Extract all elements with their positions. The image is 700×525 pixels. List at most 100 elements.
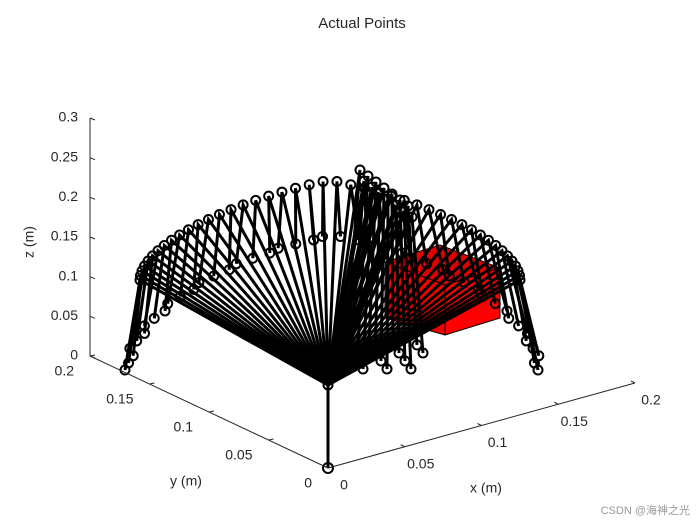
joint (394, 194, 406, 206)
arm-link (135, 258, 329, 387)
joint (202, 213, 214, 225)
joint (369, 347, 381, 359)
joint (357, 363, 369, 375)
joint (317, 231, 329, 243)
joint (456, 219, 468, 231)
joint (223, 264, 235, 276)
z-tick-label: 0.1 (59, 267, 79, 283)
joint (124, 342, 136, 354)
joint (188, 283, 200, 295)
x-tick (323, 465, 329, 469)
x-tick-label: 0.15 (561, 413, 588, 429)
joint (317, 176, 329, 188)
arm-link (163, 237, 330, 387)
y-tick (327, 466, 334, 469)
joint (138, 320, 150, 332)
x-tick (400, 444, 405, 448)
joint (405, 363, 417, 375)
z-tick-label: 0.15 (51, 228, 78, 244)
z-tick (89, 315, 96, 319)
joint (482, 234, 494, 246)
arm-link (152, 242, 329, 387)
z-tick-label: 0.25 (51, 148, 78, 164)
arm-link (227, 204, 330, 386)
z-tick-label: 0.3 (59, 109, 79, 125)
y-tick (208, 410, 215, 413)
joint (264, 247, 276, 259)
joint (272, 242, 284, 254)
joint (308, 234, 320, 246)
arm-link (178, 226, 330, 387)
joint (345, 347, 357, 359)
z-axis-label: z (m) (21, 226, 37, 258)
joint (158, 240, 170, 252)
arm-link (326, 205, 445, 386)
y-tick (149, 382, 155, 385)
joint (354, 164, 366, 176)
joint (322, 462, 334, 474)
arm-link (212, 209, 330, 386)
joint (381, 363, 393, 375)
joint (182, 224, 194, 236)
y-tick-label: 0.2 (55, 363, 75, 379)
x-tick (630, 380, 636, 384)
joint (406, 211, 418, 223)
joint (435, 208, 447, 220)
arm-link (326, 211, 425, 386)
z-tick (89, 355, 96, 359)
z-tick-label: 0.05 (51, 307, 78, 323)
joint (230, 258, 242, 270)
joint (213, 208, 225, 220)
joint (443, 270, 455, 282)
x-tick (554, 401, 559, 405)
y-tick-label: 0.1 (174, 419, 194, 435)
joint (466, 224, 478, 236)
joint (225, 204, 237, 216)
x-tick-label: 0.2 (641, 392, 661, 408)
joint (417, 347, 429, 359)
joint (345, 179, 357, 191)
z-tick-label: 0 (70, 347, 78, 363)
z-tick (89, 117, 96, 121)
arm-link (128, 263, 329, 387)
joint (208, 270, 220, 282)
arm-link (293, 188, 330, 386)
joint (490, 240, 502, 252)
joint (474, 229, 486, 241)
robot-arm (119, 164, 545, 474)
joint (247, 252, 259, 264)
joint (250, 194, 262, 206)
joint (174, 290, 186, 302)
y-axis-label: y (m) (170, 473, 202, 489)
joint (263, 190, 275, 202)
joint (386, 188, 398, 200)
arm-link (321, 181, 330, 386)
chart-title: Actual Points (318, 15, 406, 32)
arm-link (251, 199, 330, 386)
arm-link (197, 215, 330, 386)
joint (148, 312, 160, 324)
y-tick-label: 0.15 (106, 391, 133, 407)
arm-link (326, 199, 407, 386)
arm-link (234, 199, 330, 386)
joint (139, 327, 151, 339)
joint (489, 298, 501, 310)
z-tick (89, 236, 96, 240)
joint (237, 199, 249, 211)
x-tick (477, 423, 482, 426)
y-tick-label: 0 (304, 475, 312, 491)
joint (362, 170, 374, 182)
joint (131, 335, 143, 347)
joint (192, 219, 204, 231)
joint (446, 213, 458, 225)
joint (276, 186, 288, 198)
x-tick-label: 0.05 (407, 455, 434, 471)
arm-link (326, 187, 386, 386)
arm-link (326, 205, 419, 386)
arm-link (326, 181, 342, 386)
x-axis-label: x (m) (470, 480, 502, 496)
joint (532, 364, 544, 376)
joint (303, 179, 315, 191)
arm-link (267, 195, 330, 386)
watermark: CSDN @海神之光 (601, 503, 690, 517)
